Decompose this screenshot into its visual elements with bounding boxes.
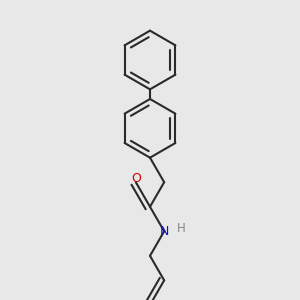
Text: N: N: [160, 225, 169, 238]
Text: O: O: [131, 172, 141, 185]
Text: H: H: [177, 222, 186, 235]
